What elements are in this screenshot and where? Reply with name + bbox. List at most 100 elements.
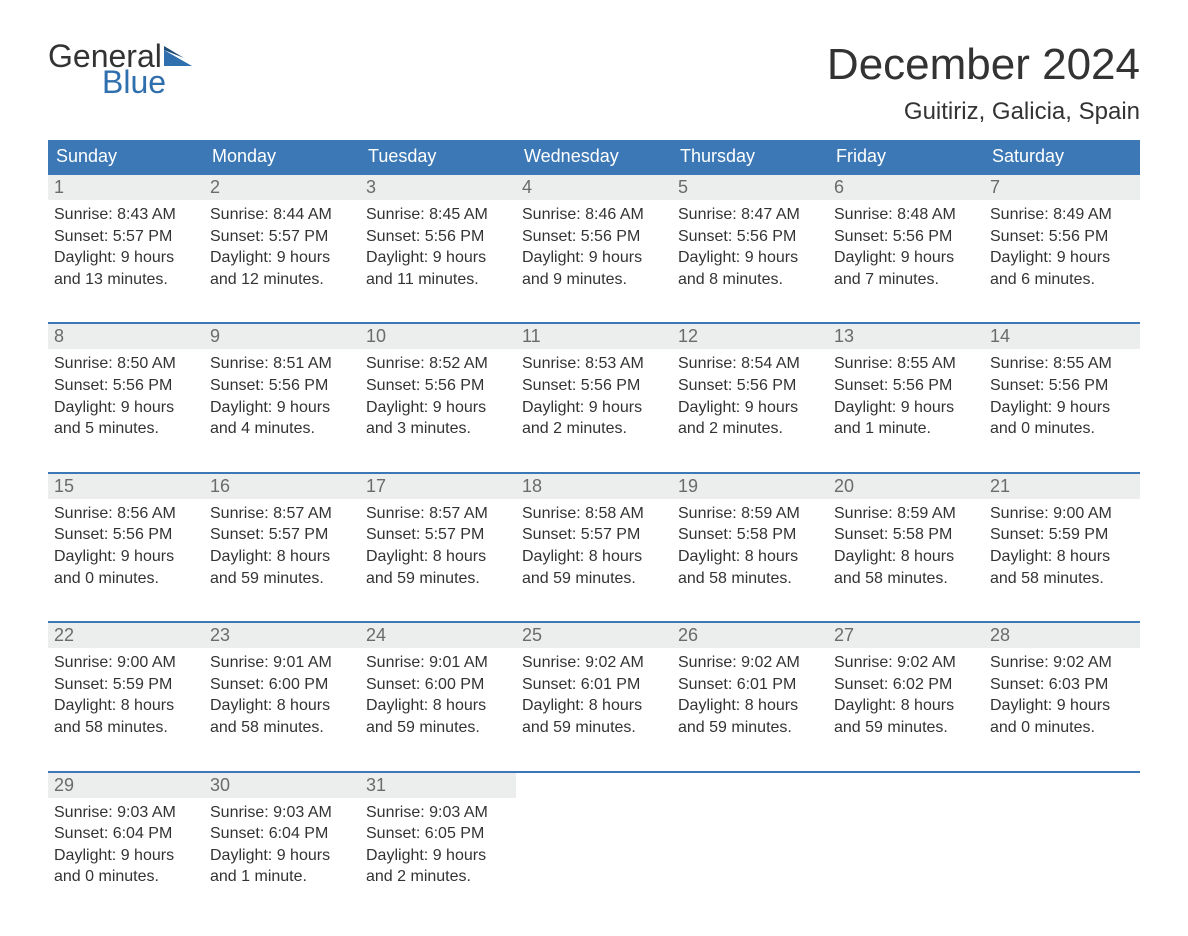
day-sunset: Sunset: 5:57 PM <box>366 524 510 546</box>
day-sunset: Sunset: 5:56 PM <box>366 226 510 248</box>
day-d2: and 1 minute. <box>834 418 978 440</box>
day-d1: Daylight: 8 hours <box>522 695 666 717</box>
calendar-day: 20Sunrise: 8:59 AMSunset: 5:58 PMDayligh… <box>828 474 984 597</box>
day-sunset: Sunset: 5:56 PM <box>834 375 978 397</box>
day-d1: Daylight: 9 hours <box>54 247 198 269</box>
day-number: 20 <box>834 476 854 496</box>
day-d2: and 8 minutes. <box>678 269 822 291</box>
day-sunrise: Sunrise: 9:01 AM <box>366 652 510 674</box>
day-sunrise: Sunrise: 8:59 AM <box>678 503 822 525</box>
day-sunrise: Sunrise: 8:52 AM <box>366 353 510 375</box>
day-sunrise: Sunrise: 8:55 AM <box>990 353 1134 375</box>
calendar-week: 1Sunrise: 8:43 AMSunset: 5:57 PMDaylight… <box>48 173 1140 298</box>
day-sunset: Sunset: 5:56 PM <box>678 375 822 397</box>
day-sunset: Sunset: 6:01 PM <box>678 674 822 696</box>
day-sunrise: Sunrise: 8:58 AM <box>522 503 666 525</box>
calendar-day: 26Sunrise: 9:02 AMSunset: 6:01 PMDayligh… <box>672 623 828 746</box>
day-sunset: Sunset: 5:56 PM <box>54 375 198 397</box>
day-sunset: Sunset: 5:57 PM <box>54 226 198 248</box>
day-sunset: Sunset: 5:56 PM <box>366 375 510 397</box>
day-d1: Daylight: 9 hours <box>834 397 978 419</box>
day-number: 26 <box>678 625 698 645</box>
day-d2: and 0 minutes. <box>54 866 198 888</box>
calendar-day: 4Sunrise: 8:46 AMSunset: 5:56 PMDaylight… <box>516 175 672 298</box>
dow-cell: Friday <box>828 140 984 173</box>
day-sunset: Sunset: 5:56 PM <box>522 226 666 248</box>
day-d2: and 58 minutes. <box>834 568 978 590</box>
day-sunset: Sunset: 6:00 PM <box>366 674 510 696</box>
day-d2: and 0 minutes. <box>990 418 1134 440</box>
day-d1: Daylight: 9 hours <box>366 397 510 419</box>
day-d2: and 7 minutes. <box>834 269 978 291</box>
day-number: 8 <box>54 326 64 346</box>
calendar-day <box>984 773 1140 896</box>
day-number: 29 <box>54 775 74 795</box>
day-d1: Daylight: 9 hours <box>210 397 354 419</box>
day-d1: Daylight: 9 hours <box>54 546 198 568</box>
calendar-day: 18Sunrise: 8:58 AMSunset: 5:57 PMDayligh… <box>516 474 672 597</box>
day-d2: and 59 minutes. <box>210 568 354 590</box>
calendar-week: 15Sunrise: 8:56 AMSunset: 5:56 PMDayligh… <box>48 472 1140 597</box>
calendar: Sunday Monday Tuesday Wednesday Thursday… <box>48 140 1140 896</box>
day-d1: Daylight: 9 hours <box>210 845 354 867</box>
day-d1: Daylight: 8 hours <box>54 695 198 717</box>
day-d1: Daylight: 8 hours <box>210 546 354 568</box>
day-d2: and 58 minutes. <box>990 568 1134 590</box>
day-d2: and 59 minutes. <box>522 717 666 739</box>
day-sunrise: Sunrise: 9:02 AM <box>990 652 1134 674</box>
day-number: 23 <box>210 625 230 645</box>
day-sunset: Sunset: 5:56 PM <box>834 226 978 248</box>
day-sunrise: Sunrise: 8:45 AM <box>366 204 510 226</box>
day-number: 15 <box>54 476 74 496</box>
day-d2: and 13 minutes. <box>54 269 198 291</box>
calendar-day: 28Sunrise: 9:02 AMSunset: 6:03 PMDayligh… <box>984 623 1140 746</box>
calendar-day: 25Sunrise: 9:02 AMSunset: 6:01 PMDayligh… <box>516 623 672 746</box>
day-d2: and 58 minutes. <box>210 717 354 739</box>
flag-icon <box>164 46 192 66</box>
day-d2: and 2 minutes. <box>366 866 510 888</box>
day-sunrise: Sunrise: 8:50 AM <box>54 353 198 375</box>
day-d2: and 12 minutes. <box>210 269 354 291</box>
day-d1: Daylight: 8 hours <box>834 546 978 568</box>
day-d1: Daylight: 9 hours <box>54 397 198 419</box>
day-sunset: Sunset: 6:04 PM <box>54 823 198 845</box>
day-d1: Daylight: 8 hours <box>366 695 510 717</box>
day-number: 19 <box>678 476 698 496</box>
calendar-week: 8Sunrise: 8:50 AMSunset: 5:56 PMDaylight… <box>48 322 1140 447</box>
day-sunrise: Sunrise: 8:53 AM <box>522 353 666 375</box>
day-number: 18 <box>522 476 542 496</box>
day-d1: Daylight: 9 hours <box>834 247 978 269</box>
day-d2: and 2 minutes. <box>678 418 822 440</box>
day-d2: and 58 minutes. <box>54 717 198 739</box>
day-sunset: Sunset: 6:01 PM <box>522 674 666 696</box>
day-d2: and 9 minutes. <box>522 269 666 291</box>
day-d1: Daylight: 9 hours <box>678 247 822 269</box>
day-number: 7 <box>990 177 1000 197</box>
day-number: 22 <box>54 625 74 645</box>
calendar-day: 22Sunrise: 9:00 AMSunset: 5:59 PMDayligh… <box>48 623 204 746</box>
day-number: 5 <box>678 177 688 197</box>
day-sunrise: Sunrise: 9:03 AM <box>210 802 354 824</box>
calendar-day: 8 Sunrise: 8:50 AMSunset: 5:56 PMDaylight… <box>48 324 204 447</box>
day-d2: and 2 minutes. <box>522 418 666 440</box>
logo-word2: Blue <box>102 66 192 98</box>
day-sunrise: Sunrise: 9:02 AM <box>678 652 822 674</box>
day-number: 27 <box>834 625 854 645</box>
calendar-day: 31Sunrise: 9:03 AMSunset: 6:05 PMDayligh… <box>360 773 516 896</box>
day-sunset: Sunset: 5:56 PM <box>54 524 198 546</box>
day-d2: and 59 minutes. <box>678 717 822 739</box>
dow-cell: Tuesday <box>360 140 516 173</box>
day-sunrise: Sunrise: 8:55 AM <box>834 353 978 375</box>
calendar-day: 24Sunrise: 9:01 AMSunset: 6:00 PMDayligh… <box>360 623 516 746</box>
dow-cell: Sunday <box>48 140 204 173</box>
day-d2: and 59 minutes. <box>366 717 510 739</box>
calendar-day: 5Sunrise: 8:47 AMSunset: 5:56 PMDaylight… <box>672 175 828 298</box>
calendar-week: 22Sunrise: 9:00 AMSunset: 5:59 PMDayligh… <box>48 621 1140 746</box>
day-sunrise: Sunrise: 9:03 AM <box>366 802 510 824</box>
day-number: 17 <box>366 476 386 496</box>
day-number: 2 <box>210 177 220 197</box>
day-d1: Daylight: 9 hours <box>990 247 1134 269</box>
day-sunrise: Sunrise: 9:03 AM <box>54 802 198 824</box>
day-d1: Daylight: 9 hours <box>990 695 1134 717</box>
day-sunset: Sunset: 6:04 PM <box>210 823 354 845</box>
